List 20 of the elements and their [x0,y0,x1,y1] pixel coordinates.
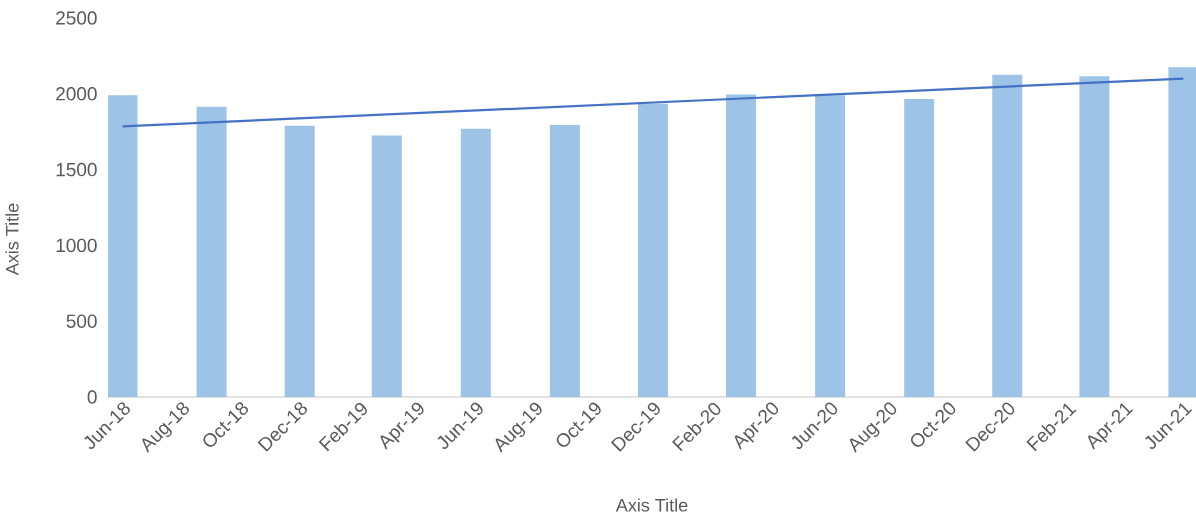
bar [549,124,580,397]
bar [371,135,402,397]
bar [815,95,846,397]
bar [637,103,668,397]
y-axis-title: Axis Title [5,203,19,276]
bar [1079,76,1110,397]
y-tick-label: 1500 [56,162,97,177]
bar [992,74,1023,397]
y-tick-label: 0 [87,390,97,404]
bar [904,99,935,397]
bar [460,128,491,397]
bar [284,125,315,397]
bar [726,94,757,397]
bar [196,106,227,397]
y-tick-label: 2000 [56,87,97,101]
y-tick-label: 500 [66,314,97,328]
y-tick-label: 1000 [56,238,97,253]
bar [108,95,138,397]
y-tick-label: 2500 [56,11,97,25]
x-axis-title: Axis Title [615,498,688,512]
